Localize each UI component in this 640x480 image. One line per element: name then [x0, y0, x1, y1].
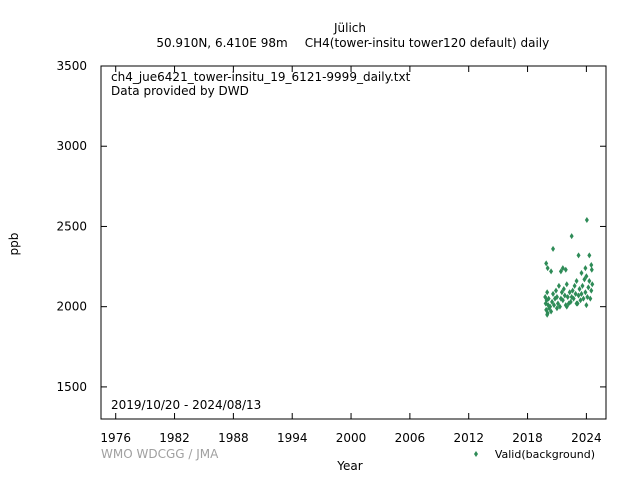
data-point	[578, 297, 583, 304]
data-point	[559, 289, 564, 296]
data-point	[567, 289, 572, 296]
data-point	[564, 303, 569, 310]
x-tick-label: 2024	[571, 431, 602, 445]
data-point	[552, 302, 557, 309]
plot-frame	[100, 65, 607, 420]
data-point	[555, 300, 560, 307]
y-tick-label: 3500	[56, 59, 87, 73]
data-point	[548, 303, 553, 310]
x-axis-label: Year	[336, 459, 362, 473]
chart-title-location: 50.910N, 6.410E 98m	[156, 36, 287, 50]
data-point	[554, 294, 559, 301]
data-point	[587, 252, 592, 259]
data-point	[546, 295, 551, 302]
data-point	[568, 298, 573, 305]
y-axis-label: ppb	[7, 233, 21, 256]
data-point	[550, 298, 555, 305]
legend-marker	[474, 451, 478, 457]
data-point	[588, 295, 593, 302]
data-point	[583, 265, 588, 272]
data-provider: Data provided by DWD	[111, 84, 249, 98]
data-point	[544, 260, 549, 267]
x-tick-label: 2000	[336, 431, 367, 445]
x-tick-label: 1976	[100, 431, 131, 445]
data-point	[574, 300, 579, 307]
x-tick-label: 2012	[453, 431, 484, 445]
data-point	[576, 292, 581, 299]
data-point	[558, 268, 563, 275]
data-point	[586, 284, 591, 291]
data-point	[571, 295, 576, 302]
data-point	[585, 294, 590, 301]
data-point	[545, 265, 550, 272]
data-point	[589, 261, 594, 268]
credit-text: WMO WDCGG / JMA	[101, 447, 219, 461]
data-point	[561, 286, 566, 293]
x-tick-label: 1988	[218, 431, 249, 445]
data-point	[554, 305, 559, 312]
data-point	[560, 265, 565, 272]
data-point	[572, 282, 577, 289]
data-point	[584, 273, 589, 280]
x-tick-label: 1994	[277, 431, 308, 445]
data-point	[574, 278, 579, 285]
data-point	[584, 217, 589, 224]
data-point	[545, 289, 550, 296]
data-point	[551, 290, 556, 297]
data-point	[569, 233, 574, 240]
y-tick-label: 2500	[56, 219, 87, 233]
data-point	[549, 308, 554, 315]
x-tick-label: 2006	[395, 431, 426, 445]
data-point	[560, 297, 565, 304]
x-axis-ticks: 1976 1982 1988 1994 2000 2006 2012 2018 2024	[100, 66, 602, 445]
y-tick-label: 3000	[56, 139, 87, 153]
data-point	[579, 290, 584, 297]
data-point	[549, 268, 554, 275]
data-point	[563, 266, 568, 273]
data-point	[579, 269, 584, 276]
chart-title-species: CH4(tower-insitu tower120 default) daily	[305, 36, 549, 50]
y-tick-label: 2000	[56, 300, 87, 314]
data-point	[576, 252, 581, 259]
y-tick-label: 1500	[56, 380, 87, 394]
data-point	[584, 302, 589, 309]
data-point	[590, 281, 595, 288]
data-point	[580, 282, 585, 289]
data-point	[582, 276, 587, 283]
data-point	[557, 303, 562, 310]
x-tick-label: 2018	[512, 431, 543, 445]
data-point	[570, 287, 575, 294]
data-point	[562, 292, 567, 299]
data-point	[581, 295, 586, 302]
data-point	[587, 278, 592, 285]
series-points	[543, 217, 595, 318]
data-point	[564, 281, 569, 288]
data-point	[551, 245, 556, 252]
y-axis-ticks: 1500 2000 2500 3000 3500	[56, 59, 606, 394]
data-point	[583, 289, 588, 296]
data-point	[589, 266, 594, 273]
data-point	[577, 286, 582, 293]
chart-title-station: Jülich	[333, 21, 366, 35]
date-range: 2019/10/20 - 2024/08/13	[111, 398, 261, 412]
data-filename: ch4_jue6421_tower-insitu_19_6121-9999_da…	[111, 70, 411, 84]
data-point	[565, 294, 570, 301]
data-point	[545, 311, 550, 318]
data-point	[556, 282, 561, 289]
x-tick-label: 1982	[159, 431, 190, 445]
data-point	[553, 287, 558, 294]
data-point	[589, 287, 594, 294]
legend-label: Valid(background)	[495, 448, 595, 461]
data-point	[573, 290, 578, 297]
